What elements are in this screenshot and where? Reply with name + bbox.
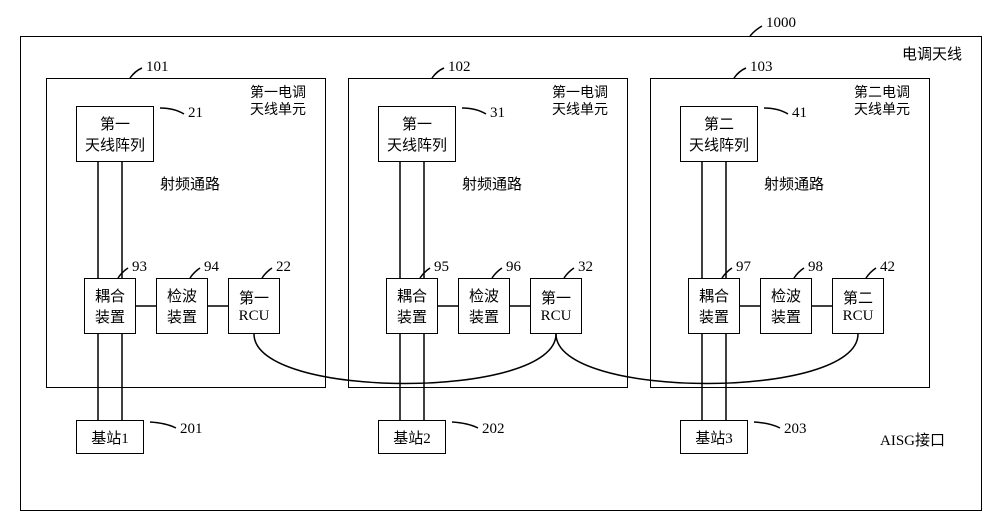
rcu-1-label: 第一 RCU bbox=[541, 287, 572, 325]
detector-2: 检波 装置 bbox=[760, 278, 812, 334]
diagram-canvas: 电调天线第一电调 天线单元第一 天线阵列耦合 装置 检波 装置 第一 RCU 基站1 射… bbox=[0, 0, 1000, 527]
antenna-array-1-label: 第一 天线阵列 bbox=[387, 113, 447, 155]
id-label-14: 98 bbox=[808, 258, 823, 276]
rcu-2-label: 第二 RCU bbox=[843, 287, 874, 325]
antenna-array-2-label: 第二 天线阵列 bbox=[689, 113, 749, 155]
unit-title-2: 第二电调 天线单元 bbox=[854, 86, 910, 120]
id-label-13: 97 bbox=[736, 258, 751, 276]
unit-title-1: 第一电调 天线单元 bbox=[552, 86, 608, 120]
antenna-array-1: 第一 天线阵列 bbox=[378, 106, 456, 162]
base-station-2: 基站3 bbox=[680, 420, 748, 454]
detector-1: 检波 装置 bbox=[458, 278, 510, 334]
id-label-3: 103 bbox=[750, 58, 773, 76]
id-label-16: 201 bbox=[180, 420, 203, 438]
base-station-2-label: 基站3 bbox=[695, 427, 733, 448]
id-label-18: 203 bbox=[784, 420, 807, 438]
detector-2-label: 检波 装置 bbox=[771, 285, 801, 327]
id-label-8: 94 bbox=[204, 258, 219, 276]
antenna-array-0-label: 第一 天线阵列 bbox=[85, 113, 145, 155]
outer-title: 电调天线 bbox=[902, 46, 962, 64]
id-label-6: 41 bbox=[792, 104, 807, 122]
rcu-0-label: 第一 RCU bbox=[239, 287, 270, 325]
detector-0: 检波 装置 bbox=[156, 278, 208, 334]
detector-1-label: 检波 装置 bbox=[469, 285, 499, 327]
id-label-11: 96 bbox=[506, 258, 521, 276]
id-label-5: 31 bbox=[490, 104, 505, 122]
unit-title-0: 第一电调 天线单元 bbox=[250, 86, 306, 120]
base-station-1-label: 基站2 bbox=[393, 427, 431, 448]
antenna-array-2: 第二 天线阵列 bbox=[680, 106, 758, 162]
base-station-0-label: 基站1 bbox=[91, 427, 129, 448]
id-label-17: 202 bbox=[482, 420, 505, 438]
id-label-4: 21 bbox=[188, 104, 203, 122]
rf-path-label-0: 射频通路 bbox=[160, 176, 220, 194]
id-label-10: 95 bbox=[434, 258, 449, 276]
id-label-0: 1000 bbox=[766, 14, 796, 32]
id-label-2: 102 bbox=[448, 58, 471, 76]
base-station-1: 基站2 bbox=[378, 420, 446, 454]
antenna-array-0: 第一 天线阵列 bbox=[76, 106, 154, 162]
detector-0-label: 检波 装置 bbox=[167, 285, 197, 327]
rcu-0: 第一 RCU bbox=[228, 278, 280, 334]
base-station-0: 基站1 bbox=[76, 420, 144, 454]
rf-path-label-2: 射频通路 bbox=[764, 176, 824, 194]
coupler-1-label: 耦合 装置 bbox=[397, 285, 427, 327]
rcu-2: 第二 RCU bbox=[832, 278, 884, 334]
rf-path-label-1: 射频通路 bbox=[462, 176, 522, 194]
id-label-1: 101 bbox=[146, 58, 169, 76]
id-label-7: 93 bbox=[132, 258, 147, 276]
leader-0 bbox=[750, 26, 762, 36]
id-label-15: 42 bbox=[880, 258, 895, 276]
coupler-1: 耦合 装置 bbox=[386, 278, 438, 334]
aisg-label: AISG接口 bbox=[880, 432, 945, 450]
rcu-1: 第一 RCU bbox=[530, 278, 582, 334]
coupler-0-label: 耦合 装置 bbox=[95, 285, 125, 327]
id-label-9: 22 bbox=[276, 258, 291, 276]
coupler-0: 耦合 装置 bbox=[84, 278, 136, 334]
id-label-12: 32 bbox=[578, 258, 593, 276]
coupler-2: 耦合 装置 bbox=[688, 278, 740, 334]
coupler-2-label: 耦合 装置 bbox=[699, 285, 729, 327]
